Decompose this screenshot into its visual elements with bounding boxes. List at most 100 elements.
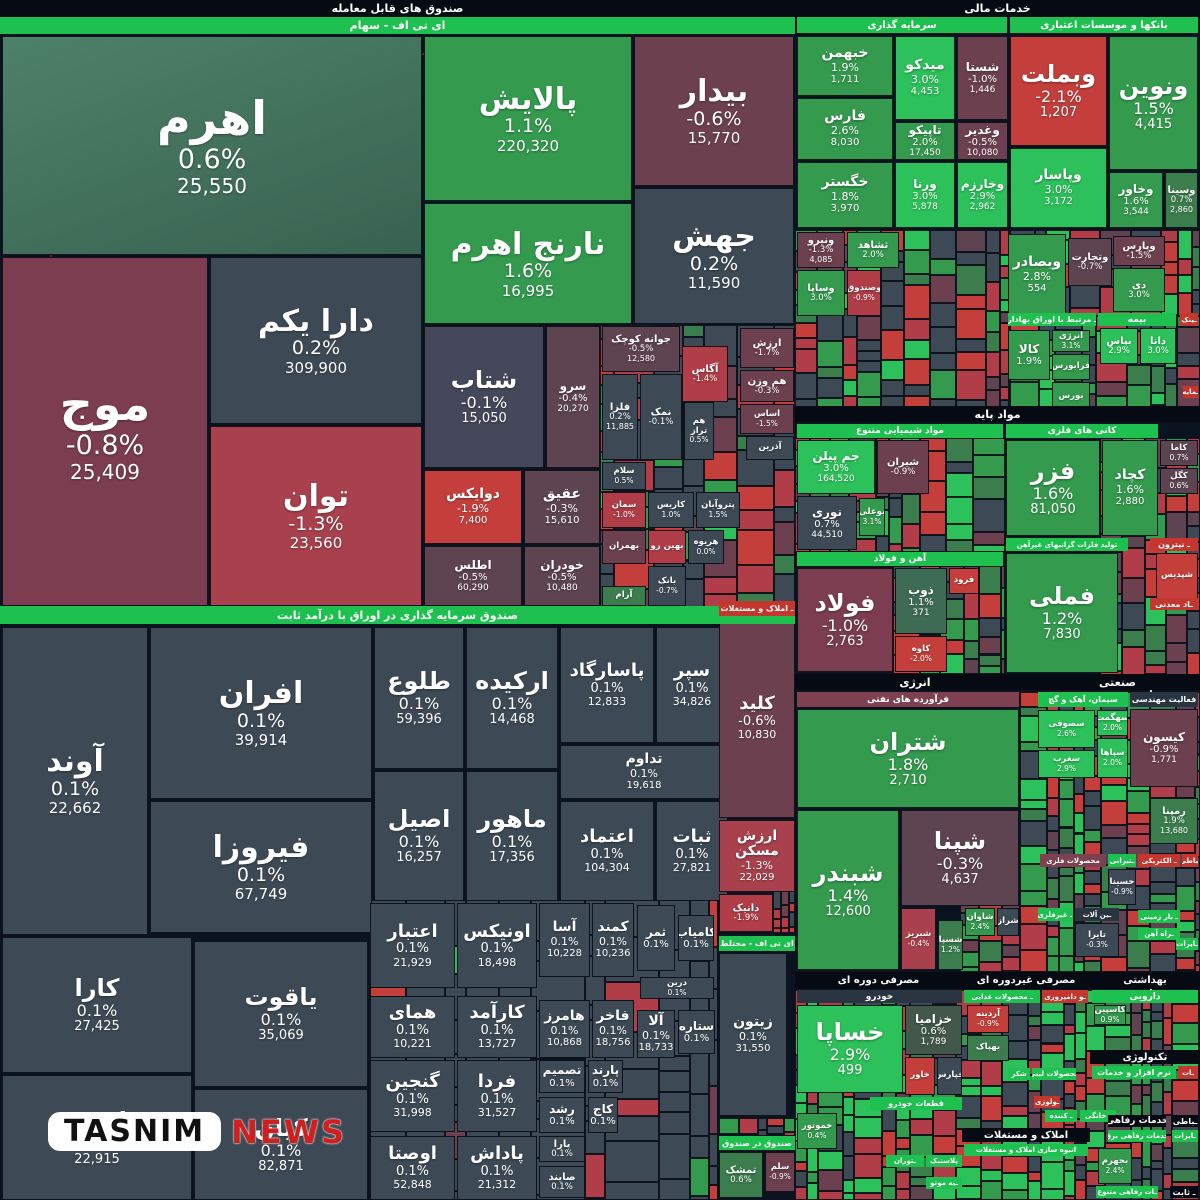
mosaic-stock-tile[interactable] [1047,925,1059,938]
tile-فرود[interactable]: فرود [949,568,979,594]
mosaic-stock-tile[interactable] [842,1131,854,1157]
mosaic-stock-tile[interactable] [1001,1173,1028,1191]
mosaic-stock-tile[interactable] [1175,886,1195,912]
tile-دی[interactable]: دی 3.0% [1113,268,1165,312]
section-header-مصرفی دوره ای[interactable]: مصرفی دوره ای [795,972,962,989]
mosaic-stock-tile[interactable] [1186,653,1200,675]
mosaic-stock-tile[interactable] [1002,945,1020,957]
mosaic-stock-tile[interactable] [773,918,781,928]
mosaic-stock-tile[interactable] [1020,891,1048,907]
mosaic-stock-tile[interactable] [881,379,904,396]
tile-سغرب[interactable]: سغرب 2.9% [1038,750,1095,778]
tile-خاور[interactable]: خاور [905,1057,935,1095]
tile-وپارس[interactable]: وپارس -1.5% [1113,236,1165,266]
section-header-ـیه موتو[interactable]: ـیه موتو [926,1177,962,1189]
section-header-ـ خانگی[interactable]: ـ خانگی [1080,1110,1116,1122]
tile-بپاس[interactable]: بپاس 2.9% [1100,328,1138,364]
section-header-ـات رفاهی متنوع[interactable]: ـات رفاهی متنوع [1096,1186,1158,1198]
mosaic-stock-tile[interactable] [689,1136,710,1159]
mosaic-stock-tile[interactable] [1058,876,1075,902]
mosaic-stock-tile[interactable] [1084,894,1101,907]
tile-سمان[interactable]: سمان -1.0% [602,492,646,528]
mosaic-stock-tile[interactable] [789,927,795,933]
mosaic-stock-tile[interactable] [659,1071,690,1093]
mosaic-stock-tile[interactable] [881,281,904,306]
mosaic-stock-tile[interactable] [1131,1085,1142,1104]
mosaic-stock-tile[interactable] [1041,1043,1064,1053]
tile-هامرز[interactable]: هامرز 0.1% 10,868 [539,1000,590,1058]
tile-حسینا[interactable]: حسینا -0.9% [1108,869,1136,905]
mosaic-stock-tile[interactable] [816,366,843,379]
mosaic-stock-tile[interactable] [683,455,704,487]
mosaic-stock-tile[interactable] [972,477,1005,500]
section-header-محصولات لبنی[interactable]: محصولات لبنی [1032,1068,1076,1080]
mosaic-stock-tile[interactable] [689,1053,710,1094]
mosaic-stock-tile[interactable] [816,341,843,367]
mosaic-stock-tile[interactable] [929,353,956,371]
section-header-خودرو[interactable]: خودرو [797,990,962,1003]
mosaic-stock-tile[interactable] [1020,799,1048,810]
mosaic-stock-tile[interactable] [1047,816,1059,831]
mosaic-stock-tile[interactable] [1010,381,1040,409]
section-header-ـ ثابت[interactable]: ـ ثابت [1170,1186,1198,1198]
mosaic-stock-tile[interactable] [795,1187,807,1200]
tile-کاج[interactable]: کاج 0.1% [588,1097,618,1133]
tile-افران[interactable]: افران 0.1% 39,914 [150,627,372,799]
section-header-صنعتی[interactable]: صنعتی [1035,674,1200,690]
tile-عقیق[interactable]: عقیق -0.3% 15,610 [524,470,600,544]
mosaic-stock-tile[interactable] [1178,274,1193,293]
tile-هریوه[interactable]: هریوه 0.0% [688,530,724,564]
mosaic-stock-tile[interactable] [932,1136,957,1154]
tile-ونیرو[interactable]: ونیرو -1.3% 4,085 [797,232,845,268]
mosaic-stock-tile[interactable] [1075,1179,1087,1200]
mosaic-stock-tile[interactable] [818,1170,843,1191]
mosaic-stock-tile[interactable] [806,1182,819,1200]
tile-خودران[interactable]: خودران -0.5% 10,480 [524,546,600,606]
mosaic-stock-tile[interactable] [784,1118,795,1133]
mosaic-stock-tile[interactable] [1086,1077,1106,1094]
tile-جوانه کوچک[interactable]: جوانه کوچک -0.5% 12,580 [602,326,680,372]
mosaic-stock-tile[interactable] [1047,797,1059,817]
tile-صایند[interactable]: صایند 0.1% [539,1166,585,1198]
mosaic-stock-tile[interactable] [853,1154,883,1179]
mosaic-stock-tile[interactable] [896,1171,911,1189]
mosaic-stock-tile[interactable] [1084,884,1101,895]
mosaic-stock-tile[interactable] [654,467,684,489]
tile-رمپنا[interactable]: رمپنا 1.9% 13,680 [1150,798,1198,844]
mosaic-stock-tile[interactable] [856,361,882,372]
tile-دانیک[interactable]: دانیک -1.9% [719,894,773,932]
tile-تمشک[interactable]: تمشک 0.6% [719,1152,763,1198]
tile-موج[interactable]: موج -0.8% 25,409 [2,257,208,606]
mosaic-stock-tile[interactable] [1162,1174,1172,1189]
mosaic-stock-tile[interactable] [1122,603,1145,630]
mosaic-stock-tile[interactable] [956,1186,981,1200]
section-header-ـتوران[interactable]: ـتوران [886,1155,924,1167]
mosaic-stock-tile[interactable] [896,1120,911,1139]
mosaic-stock-tile[interactable] [1000,387,1009,400]
mosaic-stock-tile[interactable] [978,637,1001,655]
tile-هم تراز[interactable]: هم تراز 0.5% [684,402,714,460]
mosaic-stock-tile[interactable] [903,230,930,251]
mosaic-stock-tile[interactable] [901,494,920,524]
mosaic-stock-tile[interactable] [738,1118,759,1134]
mosaic-stock-tile[interactable] [1171,1004,1200,1023]
mosaic-stock-tile[interactable] [896,1108,911,1121]
tile-فزر[interactable]: فزر 1.6% 81,050 [1006,440,1100,536]
mosaic-stock-tile[interactable] [1074,961,1085,972]
mosaic-stock-tile[interactable] [1002,956,1020,972]
section-header-ـباطی[interactable]: ـباطی [1172,1115,1198,1127]
mosaic-stock-tile[interactable] [963,640,979,659]
mosaic-stock-tile[interactable] [1151,1160,1163,1170]
mosaic-stock-tile[interactable] [1178,230,1193,259]
tile-خپارس[interactable]: خپارس [937,1057,962,1095]
tile-هم وزن[interactable]: هم وزن -0.3% [740,370,794,402]
mosaic-stock-tile[interactable] [689,1093,710,1137]
mosaic-stock-tile[interactable] [689,1158,710,1196]
mosaic-stock-tile[interactable] [784,1132,795,1136]
mosaic-stock-tile[interactable] [929,327,956,354]
section-header-قطعات خودرو[interactable]: قطعات خودرو [870,1097,962,1110]
mosaic-stock-tile[interactable] [1122,629,1145,647]
tile-وخاور[interactable]: وخاور 1.6% 3,544 [1109,172,1163,228]
mosaic-stock-tile[interactable] [1074,873,1085,895]
mosaic-stock-tile[interactable] [1001,1155,1028,1174]
